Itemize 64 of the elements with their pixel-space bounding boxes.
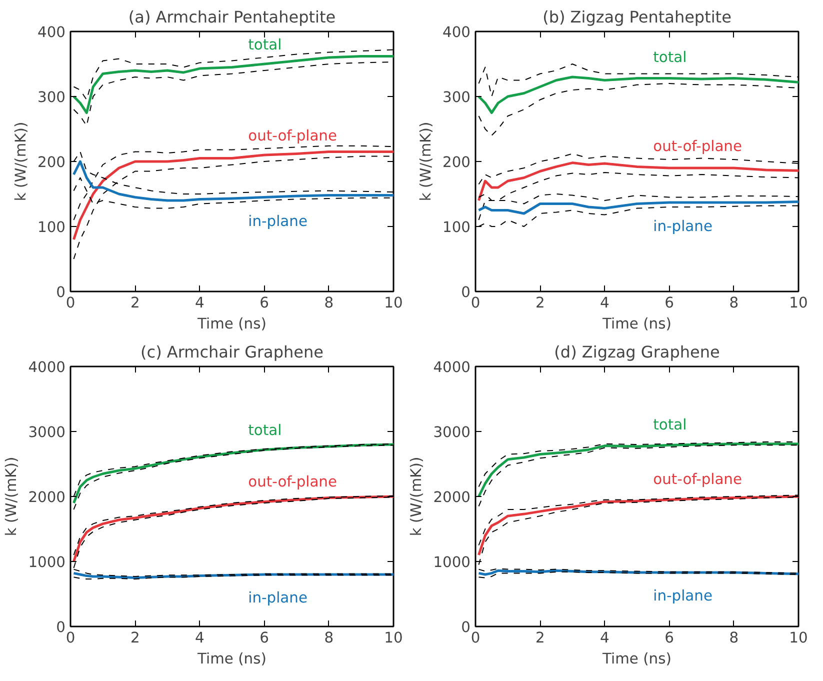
y-tick-label: 200 bbox=[38, 154, 66, 171]
chart-title: (b) Zigzag Pentaheptite bbox=[542, 8, 732, 26]
x-tick-label: 6 bbox=[260, 630, 269, 646]
y-tick-label: 2000 bbox=[433, 489, 471, 506]
x-tick-label: 4 bbox=[195, 630, 204, 646]
series-label: out-of-plane bbox=[248, 474, 337, 491]
x-tick-label: 2 bbox=[535, 630, 545, 646]
x-tick-label: 4 bbox=[195, 294, 204, 312]
x-axis-title: Time (ns) bbox=[196, 316, 266, 332]
y-axis-title: k (W/(mK)) bbox=[12, 122, 30, 202]
y-tick-label: 0 bbox=[461, 619, 471, 636]
y-tick-label: 2000 bbox=[28, 489, 66, 506]
x-tick-label: 6 bbox=[260, 294, 269, 312]
x-tick-label: 10 bbox=[384, 630, 403, 646]
series-label: in-plane bbox=[248, 212, 308, 230]
y-tick-label: 0 bbox=[56, 284, 66, 301]
series-label: out-of-plane bbox=[248, 127, 337, 144]
y-tick-label: 1000 bbox=[28, 554, 66, 571]
x-tick-label: 6 bbox=[664, 630, 674, 646]
y-axis-title: k (W/(mK)) bbox=[418, 122, 435, 202]
series-label: total bbox=[653, 416, 687, 434]
x-tick-label: 2 bbox=[130, 630, 140, 646]
x-tick-label: 8 bbox=[729, 294, 739, 312]
y-tick-label: 3000 bbox=[28, 424, 66, 441]
y-tick-label: 4000 bbox=[28, 359, 66, 376]
y-tick-label: 1000 bbox=[433, 554, 471, 571]
series-label: out-of-plane bbox=[653, 471, 742, 488]
y-tick-label: 0 bbox=[56, 619, 66, 636]
x-axis-title: Time (ns) bbox=[196, 650, 266, 668]
series-label: total bbox=[248, 36, 282, 54]
x-tick-label: 4 bbox=[600, 294, 610, 312]
x-tick-label: 6 bbox=[664, 294, 674, 312]
x-tick-label: 4 bbox=[600, 630, 610, 646]
y-tick-label: 4000 bbox=[433, 359, 471, 376]
chart-title: (a) Armchair Pentaheptite bbox=[128, 8, 336, 26]
series-label: total bbox=[248, 422, 282, 440]
y-tick-label: 100 bbox=[38, 219, 66, 236]
x-tick-label: 2 bbox=[535, 294, 545, 312]
series-label: in-plane bbox=[653, 218, 712, 235]
chart-title: (c) Armchair Graphene bbox=[140, 342, 324, 362]
series-label: in-plane bbox=[248, 590, 308, 607]
y-tick-label: 400 bbox=[442, 24, 471, 41]
x-tick-label: 8 bbox=[729, 630, 739, 646]
x-tick-label: 2 bbox=[130, 294, 140, 312]
x-axis-title: Time (ns) bbox=[602, 650, 672, 668]
x-tick-label: 10 bbox=[789, 294, 808, 312]
series-label: out-of-plane bbox=[653, 138, 742, 156]
y-tick-label: 100 bbox=[442, 219, 471, 236]
x-tick-label: 10 bbox=[789, 630, 808, 646]
y-tick-label: 200 bbox=[442, 154, 471, 171]
x-tick-label: 10 bbox=[384, 294, 403, 312]
series-label: total bbox=[653, 49, 687, 66]
x-tick-label: 8 bbox=[324, 630, 334, 646]
y-axis-title: k (W/(mK)) bbox=[408, 456, 426, 536]
y-axis-title: k (W/(mK)) bbox=[3, 456, 20, 536]
y-tick-label: 0 bbox=[461, 284, 471, 301]
y-tick-label: 3000 bbox=[433, 424, 471, 441]
x-tick-label: 8 bbox=[324, 294, 334, 312]
series-label: in-plane bbox=[653, 587, 712, 604]
chart-title: (d) Zigzag Graphene bbox=[554, 342, 720, 362]
y-tick-label: 300 bbox=[38, 89, 66, 106]
y-tick-label: 300 bbox=[442, 89, 471, 106]
y-tick-label: 400 bbox=[38, 24, 66, 41]
x-axis-title: Time (ns) bbox=[602, 316, 672, 332]
